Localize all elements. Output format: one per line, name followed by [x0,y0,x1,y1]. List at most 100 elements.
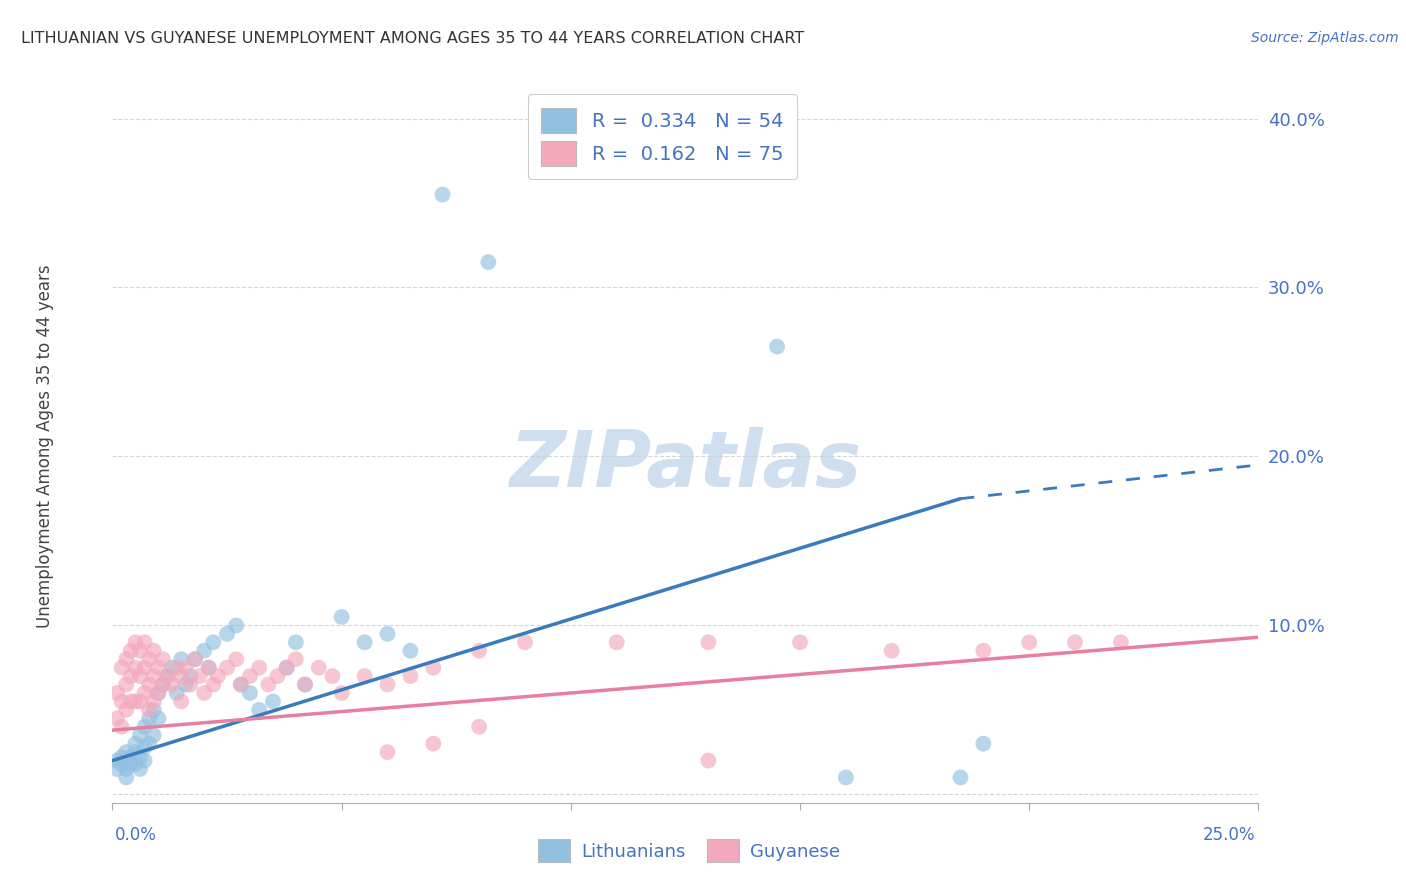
Point [179,669,201,683]
Point [138,737,160,751]
Text: LITHUANIAN VS GUYANESE UNEMPLOYMENT AMONG AGES 35 TO 44 YEARS CORRELATION CHART: LITHUANIAN VS GUYANESE UNEMPLOYMENT AMON… [21,31,804,46]
Point [294,677,316,691]
Point [124,737,146,751]
Point [105,686,128,700]
Point [134,686,156,700]
Point [129,762,152,776]
Point [294,677,316,691]
Text: Unemployment Among Ages 35 to 44 years: Unemployment Among Ages 35 to 44 years [37,264,53,628]
Point [124,745,146,759]
Point [789,635,811,649]
Text: ZIPatlas: ZIPatlas [509,427,862,503]
Point [129,644,152,658]
Point [432,187,454,202]
Point [124,635,146,649]
Point [148,660,170,674]
Point [949,771,972,785]
Point [105,762,128,776]
Point [308,660,330,674]
Point [179,677,201,691]
Point [880,644,903,658]
Point [207,669,229,683]
Point [1064,635,1087,649]
Text: 0.0%: 0.0% [115,826,157,844]
Point [129,728,152,742]
Point [377,627,399,641]
Point [257,677,280,691]
Point [229,677,252,691]
Point [115,677,138,691]
Point [120,644,142,658]
Point [138,703,160,717]
Point [193,686,215,700]
Point [138,652,160,666]
Legend: R =  0.334   N = 54, R =  0.162   N = 75: R = 0.334 N = 54, R = 0.162 N = 75 [527,95,797,179]
Point [197,660,219,674]
Point [239,669,262,683]
Point [697,635,720,649]
Point [111,660,134,674]
Point [142,644,165,658]
Point [217,660,239,674]
Point [247,660,270,674]
Point [468,644,491,658]
Point [124,756,146,771]
Point [148,686,170,700]
Point [197,660,219,674]
Point [152,652,174,666]
Point [105,754,128,768]
Point [468,720,491,734]
Point [120,756,142,771]
Point [124,660,146,674]
Point [835,771,858,785]
Point [105,711,128,725]
Point [120,669,142,683]
Point [422,660,444,674]
Point [142,669,165,683]
Legend: Lithuanians, Guyanese: Lithuanians, Guyanese [530,832,848,870]
Point [148,686,170,700]
Point [353,669,375,683]
Point [247,703,270,717]
Point [697,754,720,768]
Point [111,720,134,734]
Point [276,660,298,674]
Point [1109,635,1132,649]
Text: 25.0%: 25.0% [1204,826,1256,844]
Point [202,635,225,649]
Point [193,644,215,658]
Point [188,669,211,683]
Point [111,694,134,708]
Point [142,694,165,708]
Point [152,677,174,691]
Point [170,652,193,666]
Point [152,677,174,691]
Point [174,660,197,674]
Point [184,652,207,666]
Point [266,669,288,683]
Point [513,635,536,649]
Point [115,745,138,759]
Point [160,660,183,674]
Point [225,618,247,632]
Point [160,677,183,691]
Point [766,340,789,354]
Point [129,669,152,683]
Point [422,737,444,751]
Point [129,694,152,708]
Point [120,694,142,708]
Point [120,750,142,764]
Point [217,627,239,641]
Point [138,677,160,691]
Point [321,669,343,683]
Point [174,677,197,691]
Point [134,739,156,754]
Point [129,750,152,764]
Point [276,660,298,674]
Point [134,754,156,768]
Point [111,750,134,764]
Point [115,652,138,666]
Point [134,720,156,734]
Point [142,703,165,717]
Point [284,635,307,649]
